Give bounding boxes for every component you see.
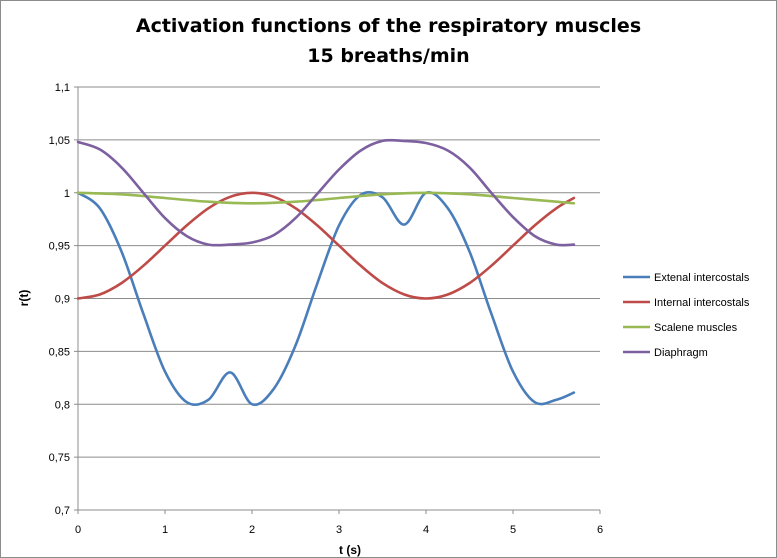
series-line-scalene-muscles xyxy=(76,191,576,205)
series-line-internal-intercostals xyxy=(76,191,576,300)
x-tick-label: 4 xyxy=(423,524,429,536)
y-tick-label: 1,1 xyxy=(55,82,70,94)
x-axis-label: t (s) xyxy=(339,543,361,557)
x-tick-label: 0 xyxy=(75,524,81,536)
chart-subtitle: 15 breaths/min xyxy=(307,45,470,67)
legend-label-diaphragm: Diaphragm xyxy=(654,347,708,359)
y-tick-label: 0,7 xyxy=(55,505,70,517)
legend-label-extenal-intercostals: Extenal intercostals xyxy=(654,272,750,284)
x-tick-label: 5 xyxy=(510,524,516,536)
x-tick-label: 2 xyxy=(249,524,255,536)
y-tick-label: 1 xyxy=(64,188,70,200)
x-tick-label: 1 xyxy=(162,524,168,536)
y-axis-label: r(t) xyxy=(17,290,31,307)
y-tick-label: 1,05 xyxy=(49,135,70,147)
tick-labels: 0,7 0,75 0,8 0,85 0,9 0,95 1 1,05 1,1 0 1 2 3 4 5 6 xyxy=(49,82,603,536)
x-tick-label: 3 xyxy=(336,524,342,536)
y-tick-label: 0,95 xyxy=(49,241,70,253)
x-tick-label: 6 xyxy=(597,524,603,536)
series-line-diaphragm xyxy=(76,138,576,247)
y-tick-label: 0,75 xyxy=(49,452,70,464)
chart-title: Activation functions of the respiratory … xyxy=(135,15,642,37)
y-tick-label: 0,9 xyxy=(55,294,70,306)
y-tick-label: 0,85 xyxy=(49,346,70,358)
legend-label-scalene-muscles: Scalene muscles xyxy=(654,322,738,334)
legend: Extenal intercostals Internal intercostal… xyxy=(623,272,750,359)
legend-label-internal-intercostals: Internal intercostals xyxy=(654,297,750,309)
axes xyxy=(74,86,601,514)
gridlines xyxy=(78,86,600,458)
series-line-extenal-intercostals xyxy=(76,190,576,407)
series-lines xyxy=(76,138,576,407)
y-tick-label: 0,8 xyxy=(55,399,70,411)
